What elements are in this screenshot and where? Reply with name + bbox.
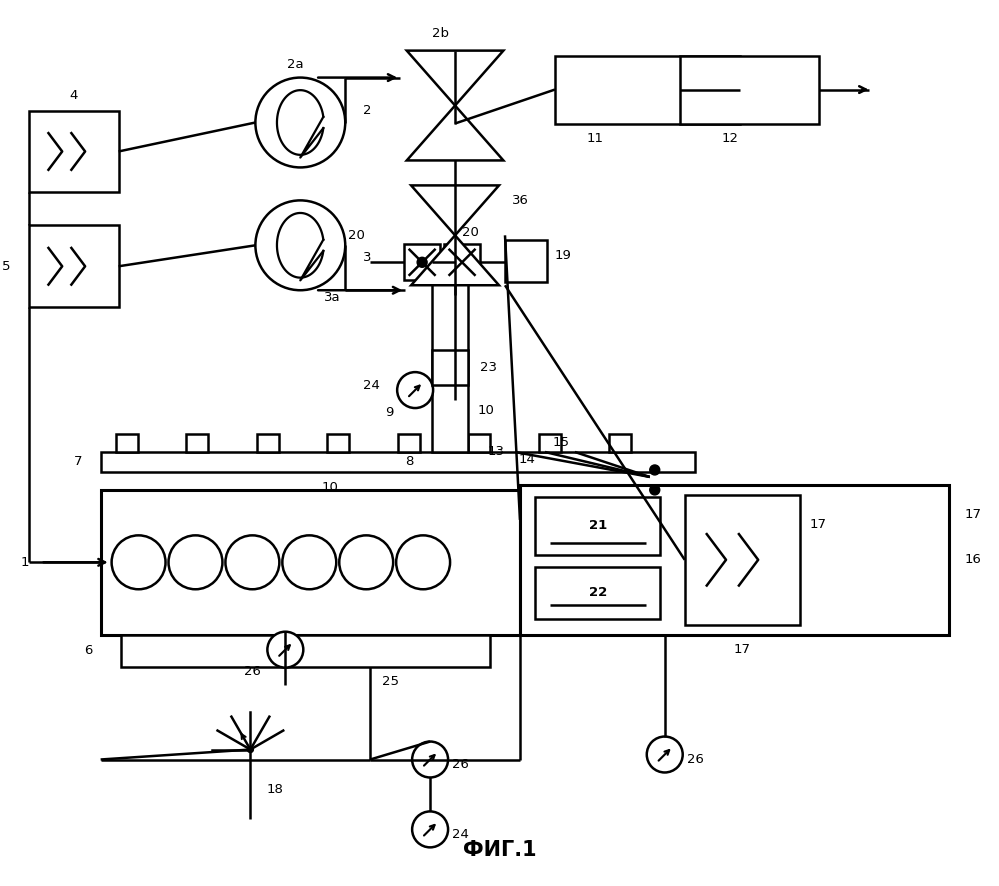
Text: 21: 21 [588, 519, 607, 532]
Bar [186, 434, 208, 452]
Text: 26: 26 [453, 758, 469, 771]
Circle shape [256, 78, 346, 167]
Text: 7: 7 [74, 455, 83, 469]
Text: 25: 25 [383, 675, 400, 688]
Circle shape [458, 257, 468, 268]
Bar [433, 350, 469, 385]
Text: 24: 24 [453, 828, 469, 841]
Bar [609, 434, 631, 452]
Circle shape [248, 747, 254, 752]
Circle shape [418, 257, 428, 268]
Circle shape [413, 812, 449, 847]
Circle shape [112, 535, 166, 589]
Circle shape [398, 372, 434, 408]
Text: 3: 3 [364, 251, 372, 264]
Text: 18: 18 [267, 783, 284, 796]
Circle shape [646, 736, 682, 773]
Text: 36: 36 [511, 194, 528, 206]
Bar [29, 225, 119, 307]
Text: 2: 2 [364, 104, 372, 117]
Text: 11: 11 [586, 132, 603, 145]
Circle shape [256, 200, 346, 291]
Bar [257, 434, 279, 452]
Text: 10: 10 [322, 481, 339, 494]
Bar [519, 485, 949, 634]
Text: 5: 5 [2, 260, 11, 273]
Text: 9: 9 [385, 406, 394, 418]
Bar [534, 567, 659, 618]
Polygon shape [412, 185, 500, 236]
Text: 20: 20 [462, 226, 479, 239]
Polygon shape [407, 105, 503, 160]
Bar [684, 495, 799, 625]
Bar [554, 56, 739, 123]
Circle shape [459, 259, 467, 267]
Text: 26: 26 [686, 753, 703, 766]
Bar [433, 280, 469, 452]
Circle shape [268, 632, 304, 668]
Bar [538, 434, 560, 452]
Bar [405, 245, 441, 280]
Polygon shape [412, 236, 500, 285]
Bar [101, 452, 694, 472]
Text: 2b: 2b [432, 27, 449, 40]
Text: 13: 13 [488, 446, 504, 458]
Circle shape [397, 535, 451, 589]
Bar [679, 56, 819, 123]
Circle shape [649, 485, 659, 495]
Bar [121, 634, 491, 666]
Bar [29, 111, 119, 192]
Bar [445, 245, 481, 280]
Text: 2a: 2a [287, 58, 304, 71]
Text: 22: 22 [588, 587, 607, 599]
Text: 24: 24 [364, 378, 381, 392]
Bar [504, 240, 546, 283]
Text: 1: 1 [20, 556, 29, 569]
Text: 8: 8 [406, 455, 414, 469]
Circle shape [340, 535, 394, 589]
Text: ФИГ.1: ФИГ.1 [463, 840, 536, 860]
Circle shape [226, 535, 280, 589]
Bar [398, 434, 420, 452]
Text: 20: 20 [349, 229, 366, 242]
Text: 4: 4 [70, 89, 78, 102]
Text: 14: 14 [518, 454, 534, 466]
Bar [534, 497, 659, 555]
Text: 17: 17 [809, 518, 826, 532]
Text: 3a: 3a [324, 291, 341, 304]
Circle shape [419, 259, 427, 267]
Circle shape [169, 535, 223, 589]
Text: 23: 23 [481, 361, 498, 374]
Bar [469, 434, 491, 452]
Bar [101, 490, 519, 634]
Circle shape [283, 535, 337, 589]
Text: 16: 16 [964, 554, 981, 566]
Text: 19: 19 [554, 249, 571, 261]
Circle shape [649, 465, 659, 475]
Circle shape [413, 742, 449, 778]
Text: 6: 6 [84, 644, 93, 657]
Text: 10: 10 [479, 403, 495, 416]
Polygon shape [407, 51, 503, 105]
Text: 12: 12 [721, 132, 738, 145]
Text: 17: 17 [964, 509, 981, 521]
Bar [116, 434, 138, 452]
Bar [327, 434, 349, 452]
Text: 26: 26 [244, 665, 261, 678]
Text: 15: 15 [552, 436, 569, 448]
Text: 17: 17 [733, 643, 750, 657]
